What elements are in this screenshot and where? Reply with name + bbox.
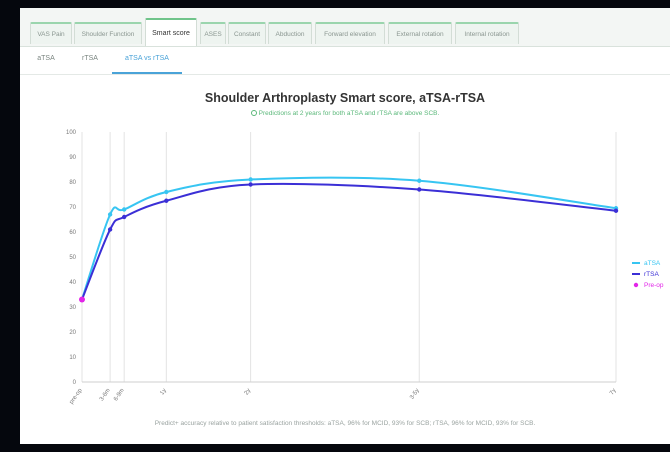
tab-constant[interactable]: Constant [228,22,266,44]
x-tick-label: 2y [244,388,253,397]
chart-svg: pre-op 3-6m 6-9m 1y 2y 3-5y 7y 0 10 20 30 40 50 60 70 8… [66,130,664,405]
data-point-rtsa [121,214,127,220]
chart-subtitle-text: Predictions at 2 years for both aTSA and… [258,110,440,117]
tab-external-rotation[interactable]: External rotation [388,22,452,44]
y-tick-label: 90 [69,155,76,161]
x-tick-label: 3-6m [99,388,112,403]
data-point-rtsa [613,208,619,213]
legend-label: aTSA [644,260,661,267]
main-tab-bar: VAS Pain Shoulder Function Smart score A… [20,8,670,47]
y-tick-label: 30 [69,305,76,311]
subtab-atsa[interactable]: aTSA [37,55,55,62]
data-point-atsa [248,177,253,182]
data-point-rtsa [417,187,422,192]
y-tick-label: 20 [69,330,76,336]
data-point-atsa [417,178,422,183]
y-tick-label: 50 [69,255,76,261]
x-tick-label: pre-op [69,387,84,405]
series-line-rtsa [81,182,617,300]
subtab-rtsa[interactable]: rTSA [82,55,98,62]
accuracy-footnote: Predict+ accuracy relative to patient sa… [154,420,536,427]
data-point-atsa [121,207,127,212]
app-frame: VAS Pain Shoulder Function Smart score A… [20,8,670,444]
tab-abduction[interactable]: Abduction [268,22,312,44]
subtab-atsa-vs-rtsa[interactable]: aTSA vs rTSA [112,46,182,74]
tab-forward-elevation[interactable]: Forward elevation [315,22,385,44]
tab-internal-rotation[interactable]: Internal rotation [455,22,519,44]
info-icon [250,110,257,116]
x-tick-label: 3-5y [409,388,421,401]
x-tick-label: 7y [609,388,618,397]
series-line-atsa [81,176,617,300]
data-point-rtsa [248,182,253,187]
x-tick-label: 1y [159,388,168,397]
chart-subtitle: Predictions at 2 years for both aTSA and… [20,110,670,117]
y-tick-label: 0 [73,380,77,386]
y-tick-label: 100 [66,130,77,136]
chart-title: Shoulder Arthroplasty Smart score, aTSA-… [204,91,486,105]
y-tick-label: 60 [69,230,76,236]
y-tick-label: 40 [69,280,76,286]
data-point-rtsa [107,227,113,232]
y-tick-label: 10 [69,355,76,361]
x-tick-label: 6-9m [113,388,126,403]
data-point-atsa [164,189,169,195]
data-point-pre-op [79,296,85,303]
y-tick-label: 80 [69,180,76,186]
y-tick-label: 70 [69,205,76,211]
data-point-rtsa [164,198,169,203]
sub-tab-bar: aTSA rTSA aTSA vs rTSA [20,46,670,75]
tab-ases[interactable]: ASES [200,22,226,44]
data-point-atsa [107,212,113,217]
legend-label: Pre-op [644,282,664,289]
tab-vas-pain[interactable]: VAS Pain [30,22,72,44]
tab-shoulder-function[interactable]: Shoulder Function [74,22,142,44]
legend-label: rTSA [644,271,659,278]
legend-swatch [633,282,639,288]
tab-smart-score[interactable]: Smart score [145,18,197,46]
